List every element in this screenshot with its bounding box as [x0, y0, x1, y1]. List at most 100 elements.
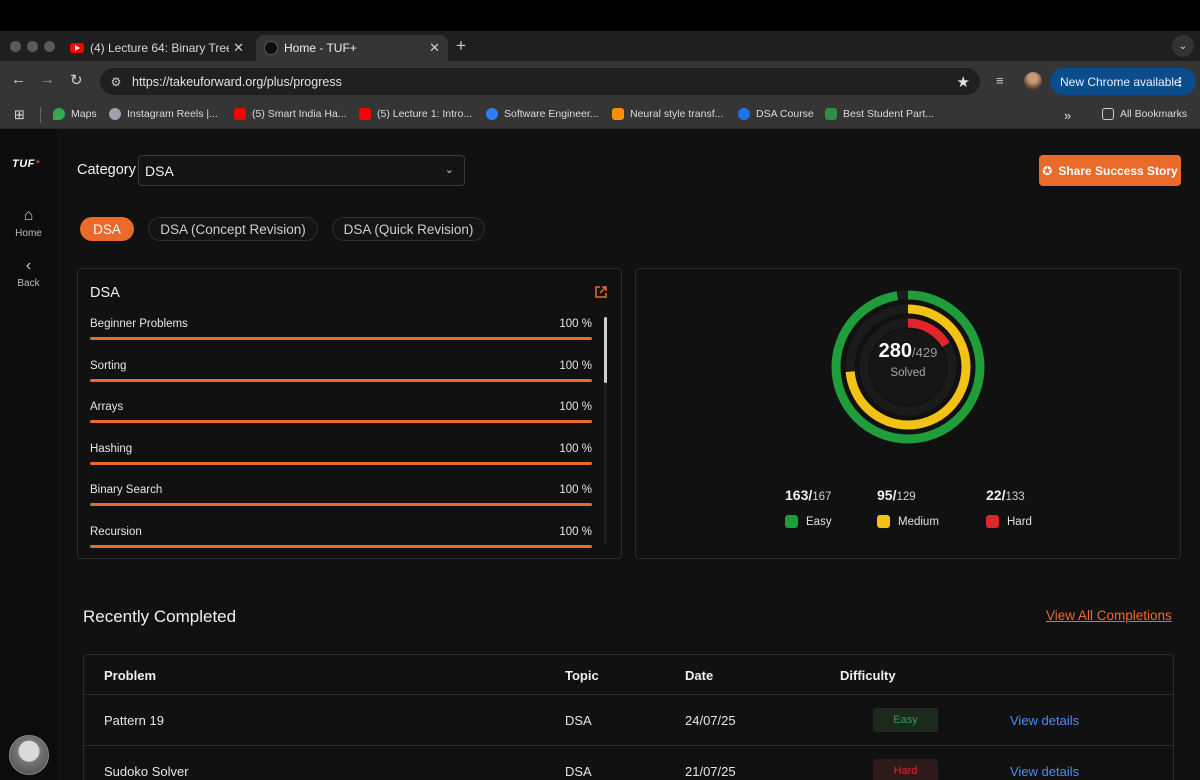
category-select[interactable]: DSA ⌄ — [138, 155, 465, 186]
topic-progress-fill — [90, 461, 592, 465]
difficulty-badge: Easy — [873, 708, 938, 732]
close-tab-icon[interactable]: ✕ — [429, 40, 440, 55]
topic-progress-row[interactable]: Beginner Problems 100 % — [90, 318, 592, 360]
topic-progress-row[interactable]: Hashing 100 % — [90, 443, 592, 485]
topic-progress-bar — [90, 378, 592, 382]
maximize-window-button[interactable] — [44, 41, 55, 52]
address-bar[interactable]: ⚙ https://takeuforward.org/plus/progress… — [100, 68, 980, 95]
tab-search-button[interactable]: ⌄ — [1172, 35, 1194, 57]
chevron-down-icon: ⌄ — [444, 164, 454, 176]
youtube-icon — [234, 108, 246, 120]
topic-list-scrollbar[interactable] — [604, 317, 607, 544]
tuf-favicon-icon — [264, 41, 278, 55]
bookmarks-overflow-icon[interactable]: » — [1064, 108, 1072, 123]
logo-plus-icon: ⁺ — [34, 158, 42, 170]
view-details-link[interactable]: View details — [1010, 713, 1080, 728]
topic-percent: 100 % — [559, 318, 592, 330]
bookmarks-bar — [0, 101, 1200, 129]
award-icon: ✪ — [1042, 163, 1053, 178]
topic-progress-panel — [77, 268, 622, 559]
tab-strip — [0, 31, 1200, 61]
topic-percent: 100 % — [559, 442, 592, 455]
tab-youtube-lecture[interactable]: (4) Lecture 64: Binary Tree FAQs ✕ — [62, 35, 252, 61]
bookmark-instagram[interactable]: Instagram Reels |... — [109, 108, 218, 120]
sidebar-item-back[interactable]: ‹ Back — [0, 257, 57, 289]
forward-arrow-icon[interactable]: → — [40, 71, 55, 88]
solved-ring-chart — [831, 290, 985, 444]
solved-count: 280/429 Solved — [878, 340, 938, 379]
tuf-logo[interactable]: TUF⁺ — [12, 158, 42, 170]
topic-percent: 100 % — [559, 525, 592, 538]
more-options-icon[interactable]: ⋮ — [1174, 74, 1186, 89]
all-bookmarks-button[interactable]: All Bookmarks — [1102, 108, 1187, 120]
topic-percent: 100 % — [559, 484, 592, 496]
bookmark-maps[interactable]: Maps — [53, 108, 97, 120]
view-all-completions-link[interactable]: View All Completions — [1046, 608, 1172, 623]
app-sidebar — [0, 129, 57, 780]
col-date: Date — [685, 668, 714, 683]
col-problem: Problem — [104, 668, 157, 683]
table-header: Problem Topic Date Difficulty — [84, 655, 1173, 695]
site-icon — [486, 108, 498, 120]
bookmark-star-icon[interactable]: ★ — [956, 73, 970, 91]
external-link-icon[interactable] — [594, 285, 608, 299]
folder-icon — [1102, 108, 1114, 120]
youtube-icon — [70, 43, 84, 53]
table-row: Sudoko Solver DSA 21/07/25 Hard View det… — [84, 746, 1173, 780]
topic-progress-bar — [90, 337, 592, 340]
reload-icon[interactable]: ↻ — [70, 72, 83, 89]
scrollbar-thumb[interactable] — [604, 317, 607, 383]
tab-home-tuf[interactable]: Home - TUF+ ✕ — [256, 35, 448, 61]
topic-progress-fill — [90, 337, 592, 340]
topic-name: Arrays — [90, 401, 124, 413]
apps-grid-icon[interactable]: ⊞ — [14, 107, 25, 122]
topic-name: Beginner Problems — [90, 318, 188, 330]
topic-progress-row[interactable]: Recursion 100 % — [90, 526, 592, 568]
bookmarks-divider — [40, 107, 41, 123]
topic-progress-fill — [90, 420, 592, 423]
sidebar-item-home[interactable]: ⌂ Home — [0, 207, 57, 239]
topic-progress-row[interactable]: Sorting 100 % — [90, 360, 592, 402]
bookmark-software-engineer[interactable]: Software Engineer... — [486, 108, 599, 120]
bookmark-best-student[interactable]: Best Student Part... — [825, 108, 934, 120]
back-arrow-icon[interactable]: ← — [11, 71, 26, 88]
tensorflow-icon — [612, 108, 624, 120]
bookmark-neural-style[interactable]: Neural style transf... — [612, 108, 723, 120]
tab-dsa[interactable]: DSA — [80, 217, 134, 241]
tab-dsa-quick-revision[interactable]: DSA (Quick Revision) — [332, 217, 485, 241]
topic-name: Sorting — [90, 359, 127, 372]
site-info-icon[interactable]: ⚙ — [110, 74, 122, 89]
user-avatar[interactable] — [9, 735, 49, 775]
bookmark-dsa-course[interactable]: DSA Course — [738, 108, 814, 120]
close-tab-icon[interactable]: ✕ — [233, 40, 244, 55]
new-tab-button[interactable]: + — [456, 36, 466, 55]
recent-completions-table: Problem Topic Date Difficulty Pattern 19… — [83, 654, 1174, 780]
update-chrome-button[interactable]: New Chrome available ⋮ — [1050, 68, 1196, 95]
topic-progress-row[interactable]: Binary Search 100 % — [90, 484, 592, 526]
topic-progress-row[interactable]: Arrays 100 % — [90, 401, 592, 443]
panel-title: DSA — [90, 285, 120, 301]
view-details-link[interactable]: View details — [1010, 764, 1080, 779]
topic-progress-bar — [90, 503, 592, 506]
profile-avatar[interactable] — [1024, 72, 1042, 90]
minimize-window-button[interactable] — [27, 41, 38, 52]
ring-hard — [859, 318, 957, 416]
share-success-story-button[interactable]: ✪ Share Success Story — [1039, 155, 1181, 186]
tab-dsa-concept-revision[interactable]: DSA (Concept Revision) — [148, 217, 318, 241]
reading-list-icon[interactable]: ≡ — [996, 73, 1004, 88]
easy-swatch — [785, 515, 798, 528]
ring-easy — [831, 290, 985, 444]
topic-percent: 100 % — [559, 359, 592, 372]
topic-progress-bar — [90, 461, 592, 465]
close-window-button[interactable] — [10, 41, 21, 52]
table-row: Pattern 19 DSA 24/07/25 Easy View detail… — [84, 695, 1173, 746]
window-top-bar — [0, 0, 1200, 31]
bookmark-lecture-1[interactable]: (5) Lecture 1: Intro... — [359, 108, 472, 120]
bookmark-smart-india[interactable]: (5) Smart India Ha... — [234, 108, 347, 120]
col-topic: Topic — [565, 668, 599, 683]
topic-name: Recursion — [90, 525, 142, 538]
topic-percent: 100 % — [559, 401, 592, 413]
hard-swatch — [986, 515, 999, 528]
url-text: https://takeuforward.org/plus/progress — [132, 74, 342, 89]
home-icon: ⌂ — [23, 207, 34, 224]
